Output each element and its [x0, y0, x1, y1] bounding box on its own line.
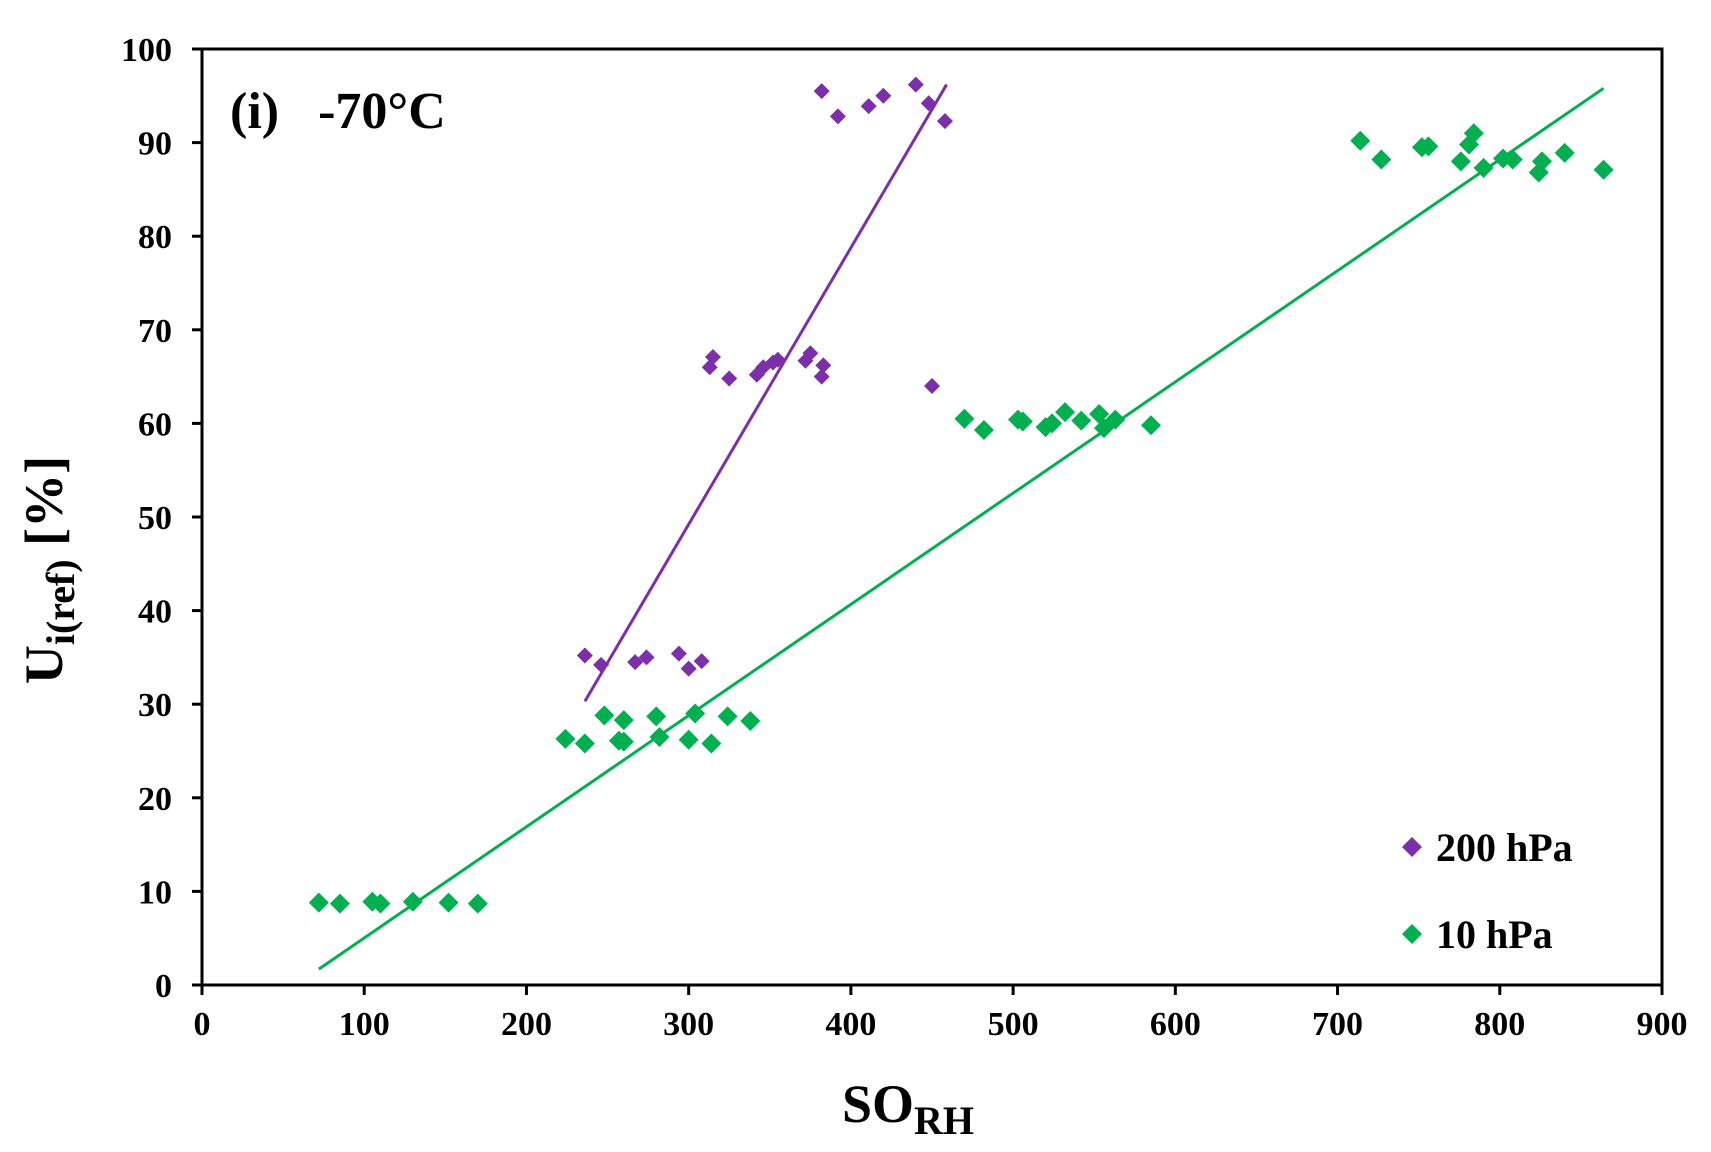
data-points	[308, 76, 1614, 914]
data-point-10-hpa	[1473, 157, 1494, 178]
x-axis-label: SORH	[842, 1074, 974, 1143]
data-point-10-hpa	[1463, 123, 1484, 144]
x-tick-label: 100	[339, 1006, 390, 1043]
data-point-200-hpa	[907, 76, 924, 93]
y-axis-label: Ui(ref) [%]	[14, 456, 83, 684]
data-point-10-hpa	[1350, 130, 1371, 151]
x-tick-label: 500	[988, 1006, 1039, 1043]
data-point-10-hpa	[717, 706, 738, 727]
data-point-10-hpa	[574, 733, 595, 754]
legend-label-200-hpa: 200 hPa	[1436, 825, 1573, 870]
data-point-10-hpa	[467, 893, 488, 914]
data-point-10-hpa	[613, 710, 634, 731]
data-point-200-hpa	[576, 647, 593, 664]
data-point-200-hpa	[721, 370, 738, 387]
data-point-10-hpa	[678, 729, 699, 750]
data-point-10-hpa	[329, 893, 350, 914]
data-point-10-hpa	[438, 892, 459, 913]
x-tick-label: 300	[663, 1006, 714, 1043]
y-tick-label: 0	[155, 968, 172, 1005]
data-point-10-hpa	[740, 711, 761, 732]
data-point-200-hpa	[875, 87, 892, 104]
trendline-200-hpa	[583, 83, 948, 703]
data-point-10-hpa	[1502, 149, 1523, 170]
y-tick-label: 60	[138, 406, 172, 443]
data-point-200-hpa	[813, 83, 830, 100]
x-tick-label: 400	[825, 1006, 876, 1043]
y-tick-label: 20	[138, 781, 172, 818]
x-axis-ticks: 0 100 200 300 400 500 600 700 800 900	[194, 985, 1688, 1043]
data-point-200-hpa	[693, 653, 710, 670]
data-point-10-hpa	[646, 706, 667, 727]
x-tick-label: 800	[1474, 1006, 1525, 1043]
x-tick-label: 0	[194, 1006, 211, 1043]
data-point-200-hpa	[627, 654, 644, 671]
data-point-200-hpa	[813, 368, 830, 385]
data-point-200-hpa	[802, 345, 819, 362]
data-point-200-hpa	[705, 348, 721, 365]
data-point-200-hpa	[829, 108, 846, 125]
x-tick-label: 700	[1312, 1006, 1363, 1043]
data-point-200-hpa	[924, 377, 940, 394]
data-point-10-hpa	[1554, 142, 1575, 163]
data-point-10-hpa	[685, 703, 706, 724]
legend-label-10-hpa: 10 hPa	[1436, 912, 1553, 957]
chart-title: (i) -70°C	[230, 83, 446, 140]
data-point-10-hpa	[701, 733, 722, 754]
data-point-10-hpa	[1418, 136, 1439, 157]
data-point-10-hpa	[594, 705, 615, 726]
data-point-200-hpa	[638, 649, 655, 666]
data-point-10-hpa	[555, 728, 576, 749]
data-point-10-hpa	[1141, 415, 1161, 436]
legend-item-200-hpa: 200 hPa	[1402, 825, 1573, 870]
x-tick-label: 200	[501, 1006, 552, 1043]
legend: 200 hPa 10 hPa	[1402, 825, 1573, 957]
y-tick-label: 80	[138, 219, 172, 256]
data-point-200-hpa	[936, 113, 953, 130]
x-tick-label: 600	[1150, 1006, 1201, 1043]
data-point-200-hpa	[769, 351, 786, 368]
data-point-10-hpa	[613, 731, 634, 752]
y-tick-label: 70	[138, 313, 172, 350]
data-point-10-hpa	[1371, 149, 1392, 170]
data-point-200-hpa	[815, 357, 832, 374]
data-point-10-hpa	[1012, 411, 1033, 432]
data-point-10-hpa	[1042, 413, 1063, 434]
data-point-10-hpa	[1071, 410, 1092, 431]
x-tick-label: 900	[1637, 1006, 1688, 1043]
y-tick-label: 100	[121, 32, 172, 69]
data-point-200-hpa	[680, 660, 697, 677]
data-point-10-hpa	[649, 726, 670, 747]
trendline-10-hpa	[317, 87, 1605, 971]
legend-marker-200-hpa	[1402, 837, 1422, 857]
legend-marker-10-hpa	[1402, 924, 1422, 944]
data-point-10-hpa	[1105, 409, 1126, 430]
data-point-10-hpa	[1450, 151, 1471, 172]
y-tick-label: 40	[138, 594, 172, 631]
data-point-200-hpa	[593, 656, 610, 673]
data-point-10-hpa	[402, 891, 423, 912]
y-tick-label: 50	[138, 500, 172, 537]
data-point-10-hpa	[973, 419, 994, 440]
data-point-10-hpa	[1531, 151, 1552, 172]
data-point-200-hpa	[860, 98, 877, 115]
data-point-200-hpa	[670, 645, 687, 662]
data-point-10-hpa	[370, 893, 391, 914]
data-point-10-hpa	[308, 892, 329, 913]
data-point-200-hpa	[920, 95, 937, 112]
legend-item-10-hpa: 10 hPa	[1402, 912, 1553, 957]
data-point-10-hpa	[1593, 159, 1614, 180]
data-point-10-hpa	[1055, 402, 1076, 423]
trendlines	[317, 83, 1605, 971]
y-tick-label: 90	[138, 126, 172, 163]
y-axis-ticks: 0 10 20 30 40 50 60 70 80 90 100	[121, 32, 202, 1005]
y-tick-label: 10	[138, 874, 172, 911]
data-point-10-hpa	[954, 408, 975, 429]
y-tick-label: 30	[138, 687, 172, 724]
